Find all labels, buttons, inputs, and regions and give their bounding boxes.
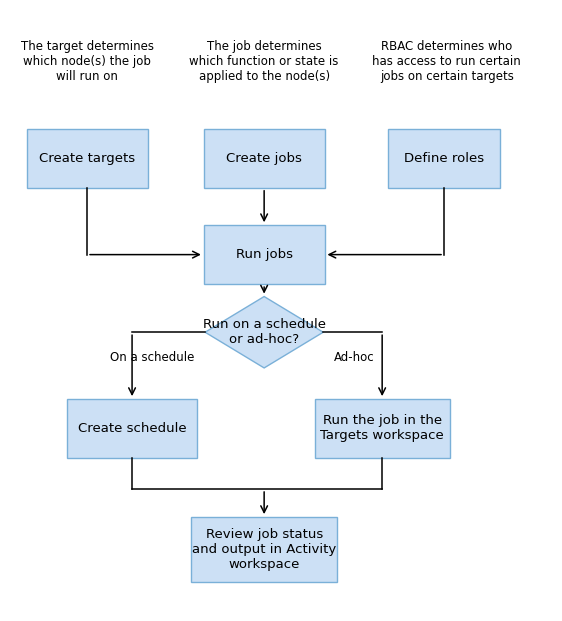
Text: Review job status
and output in Activity
workspace: Review job status and output in Activity… [192, 528, 336, 571]
FancyBboxPatch shape [203, 225, 325, 284]
Text: Create jobs: Create jobs [226, 152, 302, 165]
Text: Ad-hoc: Ad-hoc [334, 351, 374, 364]
Text: Define roles: Define roles [404, 152, 484, 165]
Text: Run jobs: Run jobs [235, 248, 293, 261]
Text: Create targets: Create targets [39, 152, 135, 165]
FancyBboxPatch shape [191, 517, 337, 582]
FancyBboxPatch shape [203, 129, 325, 188]
FancyBboxPatch shape [315, 399, 450, 458]
FancyBboxPatch shape [388, 129, 500, 188]
Text: Run the job in the
Targets workspace: Run the job in the Targets workspace [320, 414, 444, 443]
Polygon shape [205, 296, 323, 368]
Text: The target determines
which node(s) the job
will run on: The target determines which node(s) the … [21, 40, 153, 83]
Text: On a schedule: On a schedule [110, 351, 194, 364]
FancyBboxPatch shape [67, 399, 197, 458]
Text: The job determines
which function or state is
applied to the node(s): The job determines which function or sta… [189, 40, 339, 83]
Text: Run on a schedule
or ad-hoc?: Run on a schedule or ad-hoc? [203, 318, 325, 347]
FancyBboxPatch shape [27, 129, 147, 188]
Text: Create schedule: Create schedule [78, 422, 187, 435]
Text: RBAC determines who
has access to run certain
jobs on certain targets: RBAC determines who has access to run ce… [373, 40, 521, 83]
